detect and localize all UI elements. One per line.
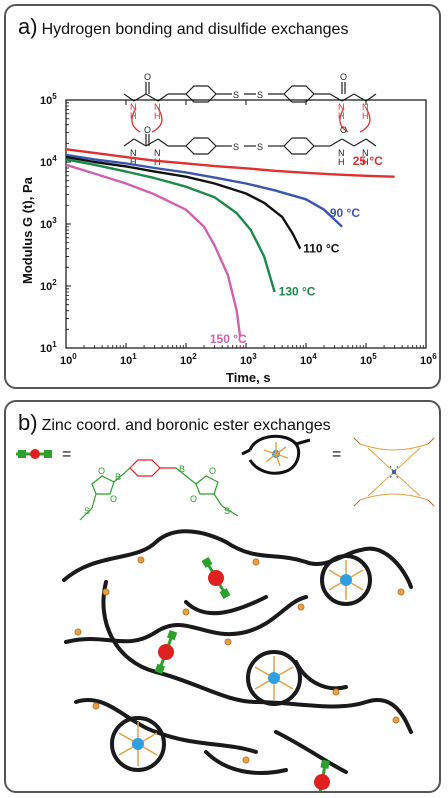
hbond-disulfide-structure: [123, 82, 377, 155]
panel-a-title: a) Hydrogen bonding and disulfide exchang…: [18, 14, 348, 40]
zinc-ion-icon: [132, 738, 144, 750]
atom-s-b2: S: [224, 506, 230, 516]
crosslinker-symbol: [16, 449, 52, 459]
panel-a-title-text: Hydrogen bonding and disulfide exchanges: [41, 21, 349, 38]
atom-o-b2: O: [110, 494, 117, 504]
atom-o-3: O: [144, 125, 151, 135]
atom-n-1: N: [130, 102, 137, 112]
x-axis-label: Time, s: [226, 370, 271, 385]
atom-o-b4: O: [209, 466, 216, 476]
series-line-5: [65, 163, 242, 338]
zinc-ion-icon: [268, 672, 280, 684]
boronic-ester-structure: [79, 459, 239, 521]
x-tick-label: 101: [120, 352, 137, 367]
zinc-cage-symbol: [241, 434, 311, 475]
x-tick-label: 106: [420, 352, 437, 367]
equals-sign-1: =: [62, 446, 71, 463]
panel-b-svg: = B B O O O O S S: [16, 434, 435, 791]
panel-a-letter: a): [18, 14, 38, 39]
crosslinker-3: [314, 759, 330, 791]
atom-o-4: O: [340, 125, 347, 135]
atom-n-7: N: [338, 148, 345, 158]
atom-h-5: H: [130, 157, 137, 167]
hydrogen-bond-lines: [131, 107, 371, 133]
atom-h-8: H: [362, 157, 369, 167]
series-label-5: 150 °C: [210, 332, 247, 346]
y-tick-label: 105: [40, 92, 57, 107]
panel-a-svg: O N H N H S S O N H N H O N H N H S S O …: [20, 72, 437, 385]
panel-b-title-text: Zinc coord. and boronic ester exchanges: [41, 417, 331, 434]
atom-h-2: H: [154, 111, 161, 121]
panel-b-letter: b): [18, 410, 38, 435]
atom-o-b1: O: [98, 466, 105, 476]
series-label-2: 90 °C: [330, 206, 360, 220]
atom-b-1: B: [115, 472, 121, 482]
atom-b-2: B: [179, 464, 185, 474]
y-axis-label: Modulus G (t), Pa: [20, 176, 35, 284]
series-label-1: 25 °C: [353, 154, 383, 168]
boronic-ester-block-icon: [44, 450, 52, 458]
atom-o-2: O: [340, 72, 347, 82]
series-line-3: [65, 155, 302, 250]
ligand-stubs: [74, 556, 405, 764]
atom-n-5: N: [130, 148, 137, 158]
crosslinker-2: [154, 629, 178, 675]
atom-n-2: N: [154, 102, 161, 112]
atom-h-4: H: [362, 111, 369, 121]
panel-a: a) Hydrogen bonding and disulfide exchang…: [4, 4, 441, 389]
zinc-node-1: [320, 554, 372, 606]
atom-n-3: N: [338, 102, 345, 112]
atom-s-4: S: [257, 142, 263, 152]
atom-s-3: S: [233, 142, 239, 152]
atom-s-b1: S: [84, 506, 90, 516]
series-label-3: 110 °C: [303, 241, 339, 255]
equals-sign-2: =: [332, 446, 341, 463]
series-line-2: [65, 153, 343, 228]
crosslinker-1: [201, 556, 231, 600]
series-line-1: [65, 148, 395, 178]
atom-n-6: N: [154, 148, 161, 158]
atom-n-8: N: [362, 148, 369, 158]
phenyl-node-icon: [30, 449, 40, 459]
panel-b: b) Zinc coord. and boronic ester exchange…: [4, 400, 441, 793]
atom-s-2: S: [257, 90, 263, 100]
atom-h-7: H: [338, 157, 345, 167]
series-line-4: [65, 158, 276, 293]
x-tick-label: 102: [180, 352, 197, 367]
atom-h-3: H: [338, 111, 345, 121]
y-tick-label: 102: [40, 278, 57, 293]
zinc-node-3: [110, 716, 166, 772]
y-tick-label: 103: [40, 216, 57, 231]
x-tick-label: 100: [60, 352, 77, 367]
atom-h-1: H: [130, 111, 137, 121]
stress-relaxation-chart: 100 101 102 103 104 105 106101102103104105Time…: [20, 92, 437, 385]
series-label-4: 130 °C: [279, 285, 316, 299]
atom-o-b3: O: [190, 494, 197, 504]
atom-o-1: O: [144, 72, 151, 82]
x-tick-label: 103: [240, 352, 257, 367]
boronic-ester-block-icon: [18, 450, 26, 458]
x-tick-label: 104: [300, 352, 317, 367]
zinc-node-2: [246, 650, 302, 706]
zinc-complex-structure: [353, 437, 435, 507]
y-tick-label: 101: [40, 340, 57, 355]
x-tick-label: 105: [360, 352, 377, 367]
atom-s-1: S: [233, 90, 239, 100]
atom-n-4: N: [362, 102, 369, 112]
panel-b-title: b) Zinc coord. and boronic ester exchange…: [18, 410, 331, 436]
polymer-network: [62, 529, 413, 775]
zinc-ion-icon: [340, 574, 352, 586]
y-tick-label: 104: [40, 154, 57, 169]
